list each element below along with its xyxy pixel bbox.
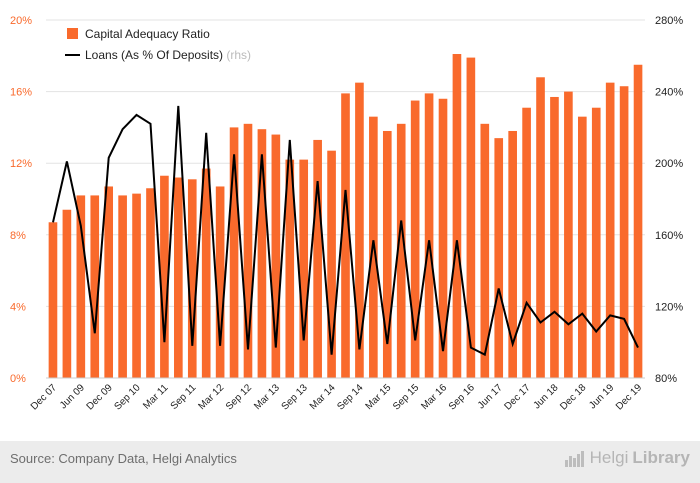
bar	[522, 107, 531, 379]
brand-logo[interactable]: Helgi Library	[564, 448, 690, 468]
y2-tick-label: 120%	[655, 301, 683, 313]
bar	[494, 138, 504, 378]
bar	[577, 116, 587, 378]
y-tick-label: 16%	[10, 87, 32, 99]
bar	[215, 186, 225, 378]
x-tick-label: Sep 16	[447, 382, 477, 412]
bar	[605, 82, 615, 379]
bar	[90, 195, 100, 378]
x-tick-label: Sep 14	[335, 382, 365, 412]
combo-chart: 0% 4% 8% 12% 16% 20% 80% 120% 160% 200% 240% 280% De…	[10, 15, 683, 413]
bar	[146, 188, 155, 378]
bar	[550, 96, 559, 378]
bar	[382, 130, 392, 378]
legend-rhs-note: (rhs)	[226, 48, 251, 62]
bar	[355, 82, 364, 379]
bar	[396, 123, 406, 378]
bar	[452, 54, 462, 378]
x-tick-label: Dec 09	[85, 382, 115, 412]
bar	[564, 91, 573, 378]
bar	[201, 168, 211, 378]
y2-tick-label: 160%	[655, 230, 683, 242]
x-tick-label: Jun 09	[58, 382, 87, 411]
bar	[327, 150, 336, 378]
x-tick-label: Sep 12	[224, 382, 254, 412]
bar	[410, 100, 420, 379]
x-tick-label: Sep 15	[391, 382, 421, 412]
bar	[438, 98, 448, 378]
helgi-library-logo-icon	[564, 451, 584, 467]
y2-tick-label: 240%	[655, 87, 683, 99]
bar	[480, 123, 490, 378]
x-tick-label: Dec 17	[503, 382, 533, 412]
y2-tick-label: 80%	[655, 373, 677, 385]
y-tick-label: 4%	[10, 301, 26, 313]
x-tick-label: Mar 12	[196, 382, 226, 412]
x-tick-label: Jun 18	[532, 382, 561, 411]
bar	[257, 129, 267, 378]
legend-label-capital-adequacy: Capital Adequacy Ratio	[85, 27, 210, 41]
legend: Capital Adequacy Ratio Loans (As % Of Dep…	[65, 27, 251, 62]
bar	[313, 139, 322, 378]
x-tick-label: Jun 19	[587, 382, 616, 411]
bar	[299, 159, 309, 378]
x-tick-label: Mar 11	[141, 382, 171, 412]
brand-name-part2: Library	[632, 448, 690, 467]
y-tick-label: 8%	[10, 230, 26, 242]
x-tick-label: Dec 07	[29, 382, 59, 412]
bar	[62, 209, 72, 378]
y2-tick-label: 280%	[655, 15, 683, 27]
bar	[619, 86, 629, 378]
bar	[424, 93, 434, 378]
bar	[76, 195, 86, 378]
bar	[174, 177, 183, 378]
y-tick-label: 12%	[10, 158, 32, 170]
bar	[536, 77, 545, 378]
bar	[285, 159, 295, 378]
bar-series	[48, 54, 643, 379]
y-tick-label: 20%	[10, 15, 32, 27]
x-tick-label: Sep 13	[280, 382, 310, 412]
x-tick-label: Mar 13	[252, 382, 282, 412]
x-tick-label: Sep 11	[169, 382, 199, 412]
loans-line	[52, 105, 639, 357]
x-tick-label: Dec 19	[614, 382, 644, 412]
bar	[48, 222, 58, 378]
x-tick-label: Mar 14	[308, 382, 338, 412]
legend-bar-swatch	[67, 28, 78, 39]
brand-name-part1: Helgi	[589, 448, 629, 467]
bar	[271, 134, 281, 378]
x-tick-label: Sep 10	[112, 382, 142, 412]
bar	[229, 127, 239, 379]
bar	[132, 193, 141, 378]
y-tick-label: 0%	[10, 373, 26, 385]
bar	[243, 123, 253, 378]
bar	[160, 175, 169, 378]
bar	[187, 179, 197, 378]
x-tick-label: Mar 16	[419, 382, 449, 412]
bar	[508, 130, 517, 378]
line-series	[52, 105, 639, 357]
bar	[591, 107, 601, 379]
bar	[104, 186, 114, 378]
bar	[341, 93, 350, 378]
y2-tick-label: 200%	[655, 158, 683, 170]
x-tick-label: Dec 18	[558, 382, 588, 412]
bar	[118, 195, 127, 378]
x-tick-label: Mar 15	[364, 382, 394, 412]
bar	[633, 64, 643, 378]
source-note: Source: Company Data, Helgi Analytics	[10, 451, 237, 466]
legend-label-loans: Loans (As % Of Deposits) (rhs)	[85, 48, 251, 62]
bar	[466, 57, 476, 379]
x-tick-label: Jun 17	[476, 382, 505, 411]
